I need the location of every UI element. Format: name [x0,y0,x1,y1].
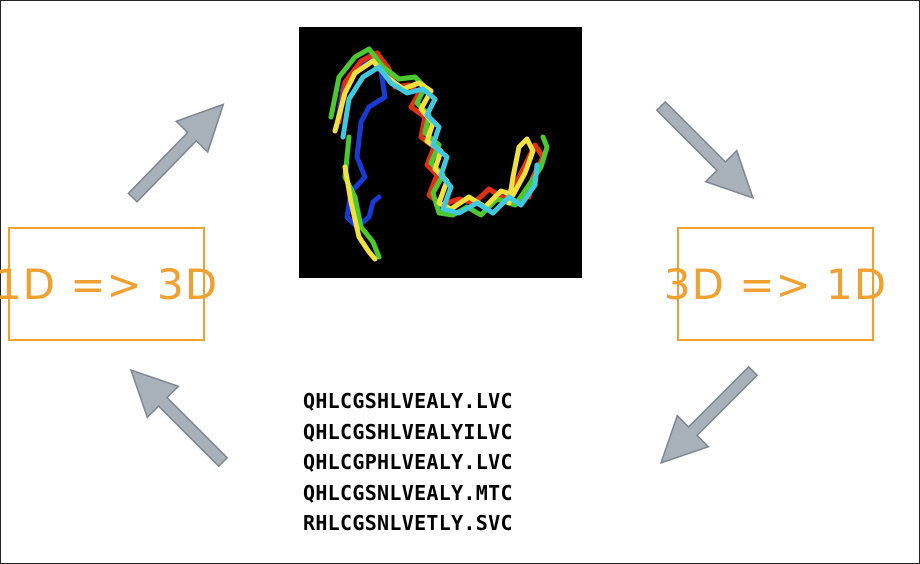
box-1d-to-3d: 1D => 3D [0,227,217,341]
chain-cyan [340,64,540,216]
chain-green [328,46,550,218]
sequence-alignment: QHLCGSHLVEALY.LVC QHLCGSHLVEALYILVC QHLC… [303,386,513,539]
arrow-up-right [116,88,240,214]
sequence-line: QHLCGSHLVEALY.LVC [303,389,513,413]
protein-structure-image [299,27,582,278]
arrow-down-right [644,89,770,215]
box-3d-to-1d-label: 3D => 1D [663,259,888,309]
box-1d-to-3d-label: 1D => 3D [0,259,219,309]
arrow-up-left [114,353,240,479]
arrow-down-left [644,354,770,480]
chain-blue [334,54,388,230]
sequence-line: QHLCGSNLVEALY.MTC [303,480,513,505]
chain-yellow-lower [342,164,378,262]
sequence-line: RHLCGSNLVETLY.SVC [303,511,513,535]
sequence-line: QHLCGPHLVEALY.LVC [303,450,513,474]
sequence-line: QHLCGSHLVEALYILVC [303,419,513,444]
box-3d-to-1d: 3D => 1D [664,227,886,341]
